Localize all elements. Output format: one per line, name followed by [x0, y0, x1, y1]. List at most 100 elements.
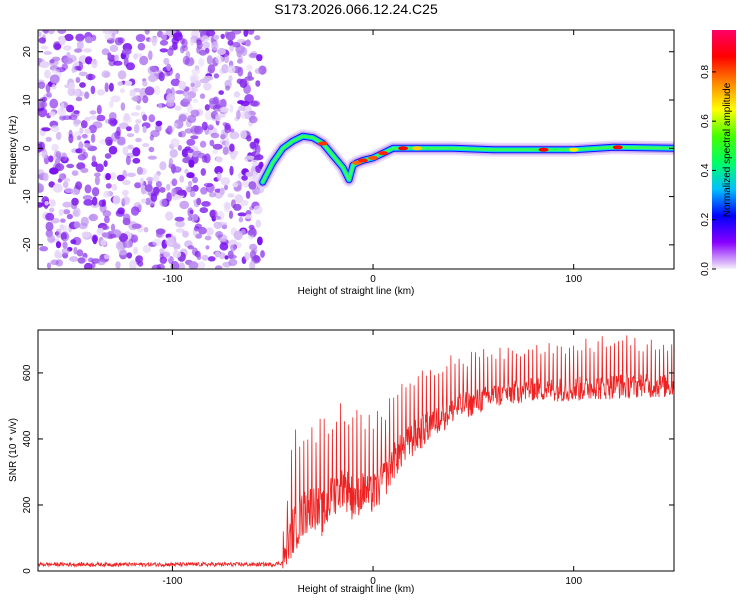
noise-blob [66, 213, 73, 220]
noise-blob [144, 30, 150, 35]
noise-blob [84, 91, 90, 99]
noise-blob [70, 239, 77, 245]
noise-blob [165, 211, 174, 221]
noise-blob [50, 259, 59, 266]
noise-blob [247, 229, 255, 236]
noise-blob [135, 137, 142, 143]
noise-blob [91, 59, 98, 69]
colorbar-tick-label: 0.8 [700, 64, 711, 78]
noise-blob [38, 107, 48, 118]
noise-blob [159, 161, 167, 171]
noise-blob [255, 219, 262, 228]
noise-blob [102, 210, 112, 218]
noise-blob [122, 115, 132, 124]
noise-blob [78, 71, 88, 77]
noise-blob [103, 254, 111, 260]
noise-blob [135, 119, 142, 124]
noise-blob [73, 246, 78, 255]
noise-blob [219, 242, 229, 251]
noise-blob [109, 100, 114, 108]
noise-blob [94, 172, 101, 178]
noise-blob [192, 98, 199, 103]
noise-blob [101, 232, 109, 238]
x-tick-label: -100 [162, 576, 182, 587]
noise-blob [236, 109, 241, 120]
noise-blob [237, 66, 244, 77]
noise-blob [127, 144, 134, 150]
noise-blob [212, 149, 219, 155]
noise-blob [217, 221, 228, 226]
noise-blob [142, 125, 147, 134]
noise-blob [134, 53, 143, 58]
noise-blob [135, 105, 141, 111]
noise-blob [84, 143, 92, 149]
noise-blob [132, 157, 141, 164]
noise-blob [149, 65, 158, 73]
noise-blob [142, 143, 150, 148]
noise-blob [215, 231, 224, 238]
noise-blob [104, 153, 112, 159]
y-tick-label: 200 [22, 496, 33, 513]
noise-blob [175, 72, 181, 80]
y-tick-label: -20 [22, 237, 33, 252]
noise-blob [212, 143, 223, 150]
noise-blob [159, 187, 166, 193]
noise-blob [172, 32, 183, 41]
noise-blob [187, 245, 195, 250]
spectrogram-frame [37, 29, 675, 270]
noise-blob [235, 242, 242, 249]
noise-blob [66, 163, 75, 169]
noise-blob [186, 172, 195, 179]
noise-blob [118, 249, 127, 256]
noise-blob [55, 131, 62, 141]
noise-blob [147, 155, 157, 160]
noise-blob [39, 61, 50, 69]
noise-blob [62, 241, 68, 249]
noise-blob [218, 90, 224, 95]
noise-blob [73, 119, 82, 125]
noise-blob [198, 226, 207, 235]
noise-blob [233, 230, 243, 241]
noise-blob [142, 80, 148, 87]
noise-blob [245, 155, 255, 160]
noise-blob [205, 227, 214, 236]
noise-blob [192, 213, 199, 221]
noise-blob [42, 96, 48, 102]
noise-blob [200, 187, 208, 195]
noise-blob [220, 106, 229, 113]
noise-blob [48, 155, 54, 163]
noise-blob [170, 138, 180, 148]
noise-blob [166, 63, 172, 72]
noise-blob [179, 45, 185, 54]
noise-blob [223, 54, 230, 64]
x-tick-label: 0 [370, 274, 376, 285]
noise-blob [136, 166, 143, 175]
noise-blob [78, 141, 84, 151]
x-tick-label: 100 [565, 274, 582, 285]
y-tick-label: 0 [22, 568, 33, 574]
noise-blob [82, 195, 93, 201]
noise-blob [205, 30, 216, 37]
ridge-peak [358, 158, 368, 163]
noise-blob [177, 144, 182, 151]
noise-blob [204, 104, 210, 111]
noise-blob [100, 254, 105, 260]
noise-blob [117, 207, 125, 215]
noise-blob [256, 54, 263, 62]
noise-blob [214, 251, 221, 258]
noise-blob [187, 103, 193, 114]
noise-blob [245, 171, 254, 177]
noise-blob [201, 155, 208, 163]
noise-blob [91, 161, 98, 168]
noise-blob [139, 55, 149, 66]
noise-blob [70, 111, 80, 118]
noise-blob [198, 30, 208, 35]
noise-blob [39, 246, 48, 252]
noise-blob [75, 181, 83, 190]
noise-blob [126, 133, 135, 138]
noise-blob [153, 85, 161, 96]
noise-blob [124, 240, 132, 249]
snr-y-label: SNR (10 * v/v) [8, 418, 19, 482]
noise-blob [204, 235, 212, 241]
noise-blob [196, 197, 202, 206]
